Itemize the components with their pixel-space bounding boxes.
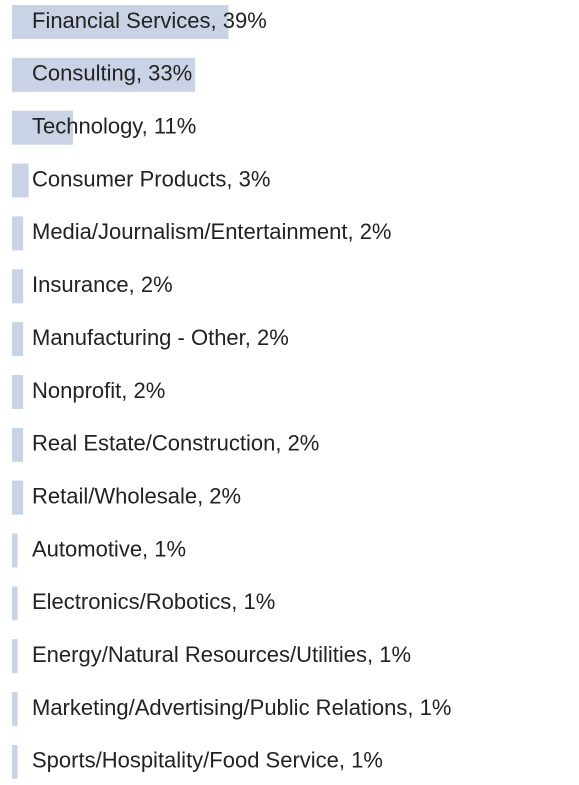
bar-label: Technology, 11% [32, 114, 196, 139]
bar-label: Media/Journalism/Entertainment, 2% [32, 219, 392, 244]
bar-label: Nonprofit, 2% [32, 378, 165, 403]
bar [12, 163, 29, 198]
bar [12, 269, 24, 304]
bar [12, 744, 18, 779]
bar [12, 639, 18, 674]
bar [12, 692, 18, 727]
bar-label: Real Estate/Construction, 2% [32, 431, 319, 456]
bar [12, 322, 24, 357]
bar [12, 427, 24, 462]
bar-label: Consumer Products, 3% [32, 166, 270, 191]
bar [12, 374, 24, 409]
bar-label: Energy/Natural Resources/Utilities, 1% [32, 642, 411, 667]
bar-label: Manufacturing - Other, 2% [32, 325, 289, 350]
bar-label: Electronics/Robotics, 1% [32, 589, 275, 614]
bar [12, 480, 24, 515]
bar-label: Marketing/Advertising/Public Relations, … [32, 695, 451, 720]
bar-label: Retail/Wholesale, 2% [32, 483, 241, 508]
bar-label: Financial Services, 39% [32, 8, 267, 33]
bar [12, 5, 229, 39]
bar-label: Automotive, 1% [32, 536, 186, 561]
bar [12, 57, 196, 92]
bar-label: Insurance, 2% [32, 272, 173, 297]
bar [12, 216, 24, 251]
bar [12, 533, 18, 568]
bar [12, 110, 74, 145]
bar-label: Sports/Hospitality/Food Service, 1% [32, 748, 383, 773]
bar-label: Consulting, 33% [32, 61, 192, 86]
bar [12, 586, 18, 621]
